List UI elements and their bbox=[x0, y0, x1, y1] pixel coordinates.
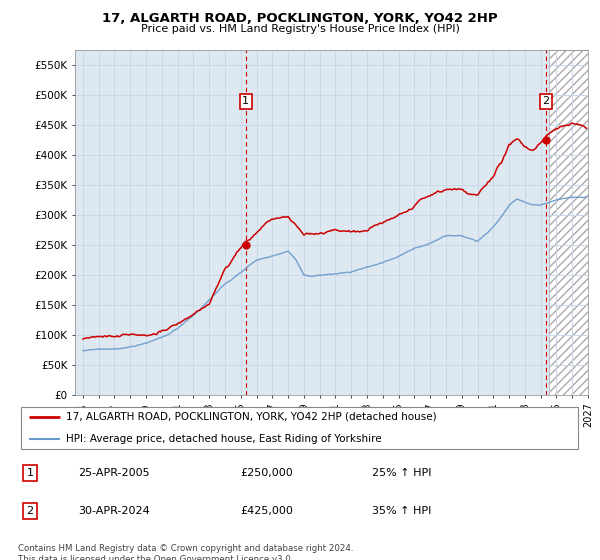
Text: 17, ALGARTH ROAD, POCKLINGTON, YORK, YO42 2HP: 17, ALGARTH ROAD, POCKLINGTON, YORK, YO4… bbox=[102, 12, 498, 25]
Text: 17, ALGARTH ROAD, POCKLINGTON, YORK, YO42 2HP (detached house): 17, ALGARTH ROAD, POCKLINGTON, YORK, YO4… bbox=[66, 412, 437, 422]
Text: HPI: Average price, detached house, East Riding of Yorkshire: HPI: Average price, detached house, East… bbox=[66, 434, 382, 444]
Text: 1: 1 bbox=[242, 96, 249, 106]
Bar bbox=[75, 50, 548, 395]
Text: 1: 1 bbox=[26, 468, 34, 478]
Bar bbox=[548, 50, 588, 395]
Text: 25-APR-2005: 25-APR-2005 bbox=[78, 468, 149, 478]
Text: 2: 2 bbox=[26, 506, 34, 516]
Text: Contains HM Land Registry data © Crown copyright and database right 2024.
This d: Contains HM Land Registry data © Crown c… bbox=[18, 544, 353, 560]
Text: £250,000: £250,000 bbox=[240, 468, 293, 478]
Text: £425,000: £425,000 bbox=[240, 506, 293, 516]
Text: 2: 2 bbox=[542, 96, 550, 106]
FancyBboxPatch shape bbox=[21, 407, 578, 449]
Text: 25% ↑ HPI: 25% ↑ HPI bbox=[372, 468, 431, 478]
Text: 30-APR-2024: 30-APR-2024 bbox=[78, 506, 150, 516]
Text: Price paid vs. HM Land Registry's House Price Index (HPI): Price paid vs. HM Land Registry's House … bbox=[140, 24, 460, 34]
Text: 35% ↑ HPI: 35% ↑ HPI bbox=[372, 506, 431, 516]
